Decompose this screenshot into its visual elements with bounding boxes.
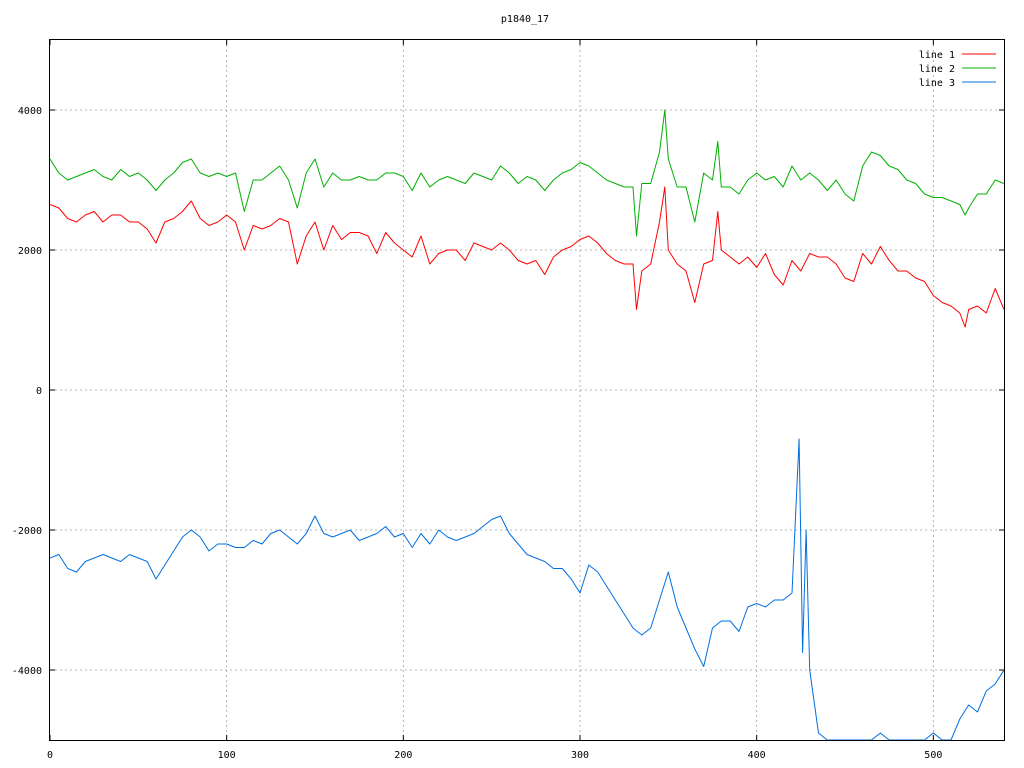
x-tick-label: 400 [748,750,766,761]
y-tick-label: 4000 [18,106,42,117]
y-tick-label: -4000 [12,666,42,677]
y-tick-label: 0 [36,386,42,397]
chart-title: p1840_17 [501,14,549,25]
x-tick-label: 0 [47,750,53,761]
plot-frame [49,39,1005,741]
series-line-1 [50,186,1004,328]
legend: line 1 line 2 line 3 [919,50,996,89]
y-tick-label: -2000 [12,526,42,537]
legend-label-3: line 3 [919,78,955,89]
legend-label-2: line 2 [919,64,955,75]
series-group [50,109,1004,740]
x-tick-label: 300 [571,750,589,761]
x-tick-label: 200 [394,750,412,761]
x-tick-label: 100 [218,750,236,761]
series-line-2 [50,109,1004,237]
series-line-3 [50,438,1004,740]
axis-ticks: 0 100 200 300 400 500 -4000 -2000 0 2000 4000 [12,40,1004,761]
x-tick-label: 500 [924,750,942,761]
legend-label-1: line 1 [919,50,955,61]
y-tick-label: 2000 [18,246,42,257]
grid [50,40,1004,740]
